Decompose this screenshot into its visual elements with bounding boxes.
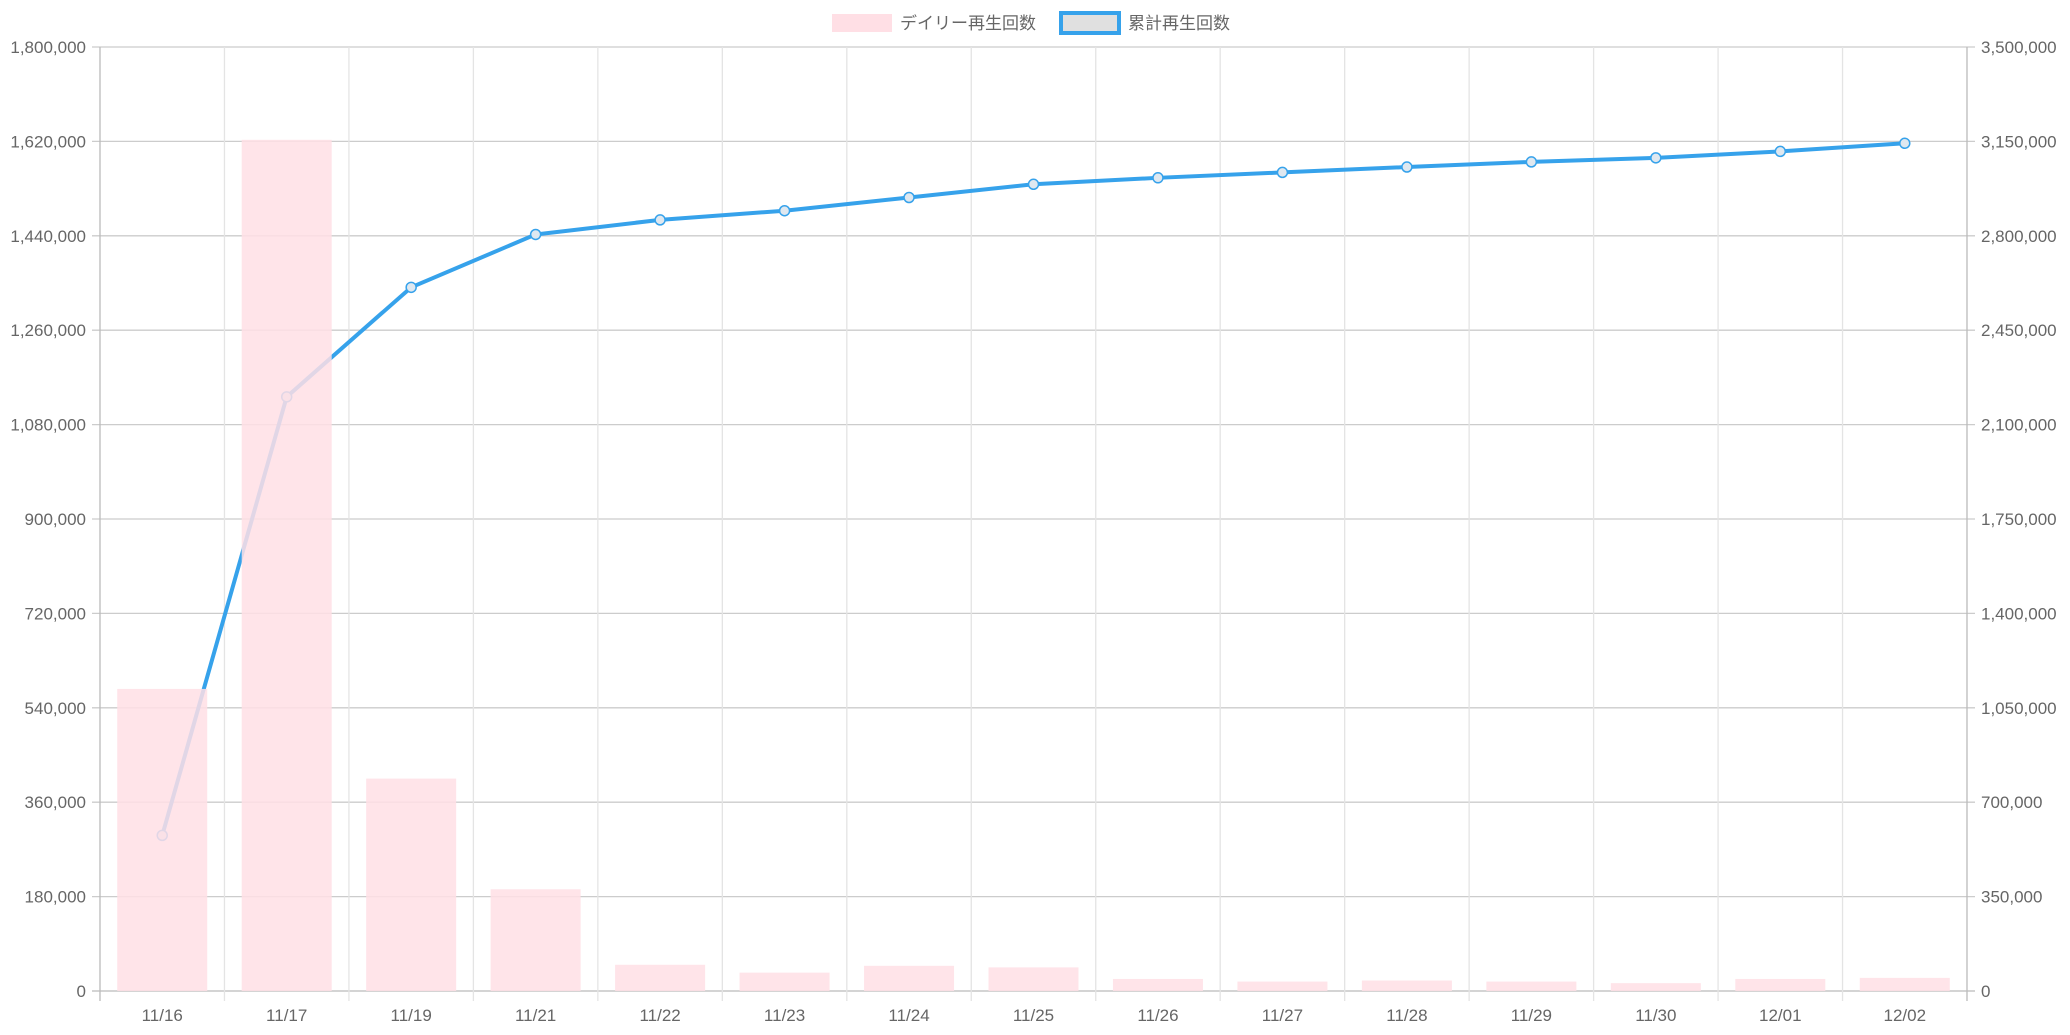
right-axis-tick-label: 700,000 [1981,793,2042,812]
cumulative-point [405,281,417,294]
daily-bar [1735,978,1826,991]
cumulative-point [1650,152,1662,164]
x-axis-tick-label: 12/02 [1883,1006,1926,1025]
daily-bar [117,688,208,991]
daily-bar [241,139,332,991]
cumulative-point [1401,161,1413,173]
axes: 0 0 180,000 350,000 360,000 700,000 540,000 1,0… [10,38,2056,1025]
right-axis-tick-label: 350,000 [1981,888,2042,907]
cumulative-point [1774,145,1787,158]
right-axis-tick-label: 1,750,000 [1981,510,2057,529]
grid [92,46,1975,1001]
right-axis-tick-label: 2,800,000 [1981,227,2057,246]
right-axis-tick-label: 3,150,000 [1981,132,2057,151]
x-axis-tick-label: 12/01 [1759,1006,1802,1025]
cumulative-point [1525,156,1538,168]
x-axis-tick-label: 11/26 [1137,1006,1178,1025]
left-axis-tick-label: 180,000 [25,888,86,907]
cumulative-point [1899,137,1911,150]
daily-bar [490,889,581,991]
daily-bar [1859,977,1950,991]
right-axis-tick-label: 2,450,000 [1981,321,2057,340]
x-axis-tick-label: 11/29 [1511,1006,1552,1025]
left-axis-tick-label: 540,000 [25,699,86,718]
right-axis-tick-label: 1,400,000 [1981,604,2057,623]
cumulative-point [529,228,542,241]
left-axis-tick-label: 1,260,000 [10,321,86,340]
x-axis-tick-label: 11/28 [1386,1006,1427,1025]
daily-bar [1486,981,1577,991]
daily-bar [1237,981,1328,991]
right-axis-tick-label: 3,500,000 [1981,38,2057,57]
x-axis-tick-label: 11/16 [142,1006,183,1025]
daily-bar [739,972,830,991]
x-axis-tick-label: 11/30 [1635,1006,1676,1025]
cumulative-line [160,141,1905,836]
daily-bar [1112,978,1203,991]
legend-swatch-daily[interactable] [832,14,892,32]
cumulative-point [778,204,791,217]
cumulative-point [1276,166,1289,179]
legend-swatch-cumulative[interactable] [1059,11,1121,35]
legend[interactable]: デイリー再生回数 累計再生回数 [832,11,1230,35]
cumulative-point [654,214,666,226]
left-axis-tick-label: 1,080,000 [10,416,86,435]
cumulative-point [903,191,915,204]
cumulative-point [1027,178,1040,191]
x-axis-tick-label: 11/25 [1013,1006,1054,1025]
right-axis-tick-label: 1,050,000 [1981,699,2057,718]
left-axis-tick-label: 360,000 [25,793,86,812]
daily-bar [615,964,706,991]
cumulative-point [1152,172,1164,184]
left-axis-tick-label: 1,800,000 [10,38,86,57]
x-axis-tick-label: 11/17 [266,1006,307,1025]
daily-bar [1361,980,1452,991]
left-axis-tick-label: 0 [77,982,86,1001]
cumulative-line-layer [156,137,1911,842]
right-axis-tick-label: 0 [1981,982,1990,1001]
daily-bar [1610,983,1701,991]
daily-bar [988,967,1079,991]
daily-bars [117,139,1950,991]
x-axis-tick-label: 11/24 [888,1006,929,1025]
left-axis-tick-label: 720,000 [25,604,86,623]
daily-bar [366,778,457,991]
right-axis-tick-label: 2,100,000 [1981,416,2057,435]
x-axis-tick-label: 11/19 [391,1006,432,1025]
x-axis-tick-label: 11/27 [1262,1006,1303,1025]
legend-label-cumulative[interactable]: 累計再生回数 [1128,14,1230,33]
left-axis-tick-label: 1,440,000 [10,227,86,246]
left-axis-tick-label: 900,000 [25,510,86,529]
x-axis-tick-label: 11/21 [515,1006,556,1025]
daily-bar [864,965,955,991]
left-axis-tick-label: 1,620,000 [10,132,86,151]
legend-label-daily[interactable]: デイリー再生回数 [900,13,1036,33]
x-axis-tick-label: 11/23 [764,1006,805,1025]
x-axis-tick-label: 11/22 [639,1006,680,1025]
